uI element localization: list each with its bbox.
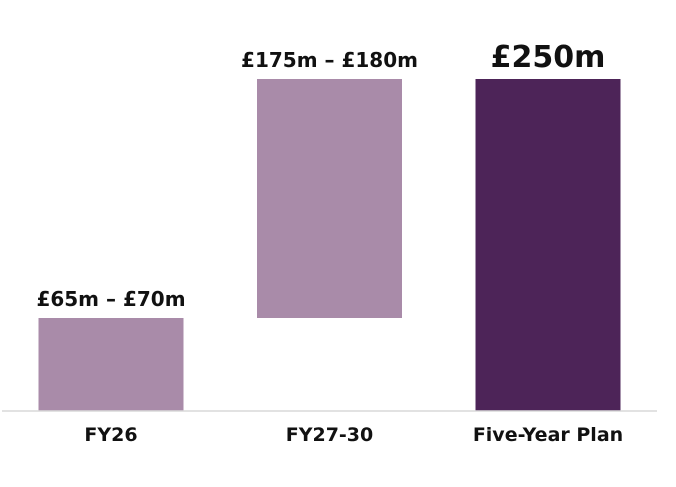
x-tick-label-fy27-30: FY27-30 [286, 424, 374, 446]
value-labels: £65m – £70m £175m – £180m £250m [36, 40, 605, 311]
bars [38, 79, 621, 411]
value-label-five-year-plan: £250m [491, 40, 606, 75]
bar-fy26 [38, 318, 184, 411]
value-label-fy26: £65m – £70m [36, 287, 185, 311]
x-tick-label-five-year-plan: Five-Year Plan [473, 424, 623, 446]
value-label-fy27-30: £175m – £180m [241, 48, 418, 72]
x-tick-labels: FY26 FY27-30 Five-Year Plan [84, 424, 623, 446]
bar-five-year-plan [475, 79, 621, 411]
x-tick-label-fy26: FY26 [84, 424, 137, 446]
bar-fy27-30 [257, 79, 402, 318]
